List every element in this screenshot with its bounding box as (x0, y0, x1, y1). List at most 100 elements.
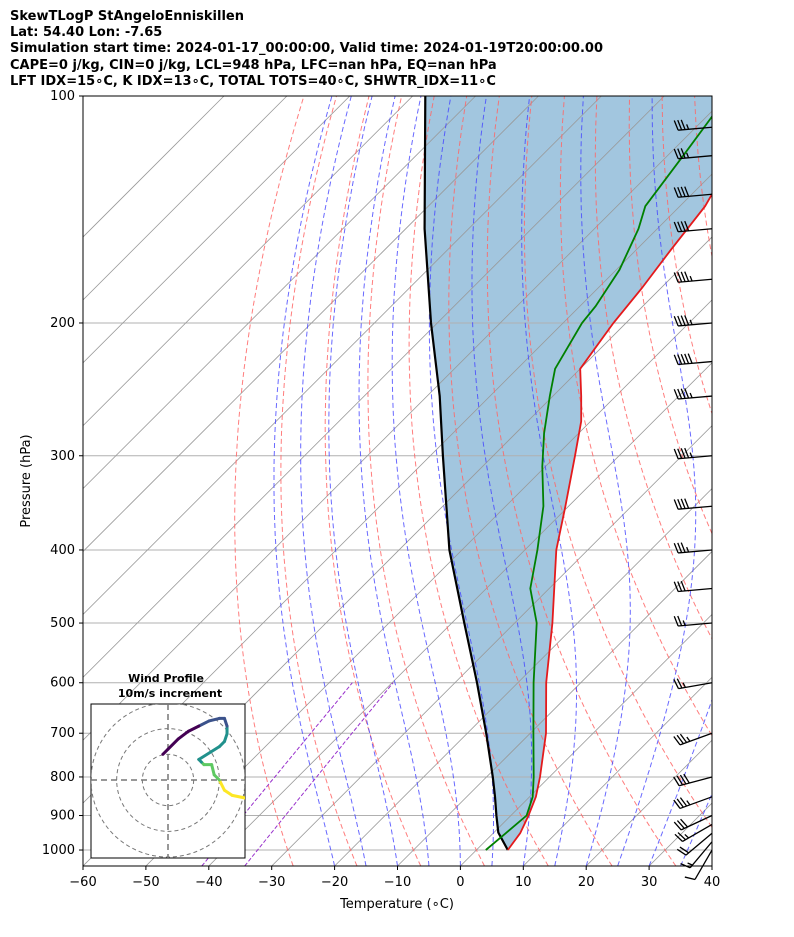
wind-barb-half-flag (689, 319, 693, 325)
hodograph-trace-segment (210, 763, 216, 777)
wind-barb-staff (678, 505, 713, 510)
wind-barb-flag (680, 542, 686, 553)
y-tick-label: 700 (50, 726, 75, 741)
y-tick-label: 100 (50, 89, 75, 104)
wind-barb-staff (678, 322, 713, 327)
wind-barb-staff (678, 126, 713, 131)
y-tick-label: 600 (50, 676, 75, 691)
wind-barb-flag (680, 119, 686, 130)
wind-barb-flag (677, 271, 683, 283)
wind-barb-flag (684, 315, 690, 326)
moist-adiabat-line (328, 96, 398, 866)
dry-adiabat-line (594, 96, 712, 640)
wind-barb-staff (679, 796, 713, 810)
wind-barb (673, 388, 713, 400)
wind-barb-flag (679, 774, 687, 785)
wind-barb-flag (680, 580, 686, 592)
wind-barb-flag (677, 388, 683, 399)
dry-adiabat-line (523, 96, 712, 829)
hodograph-trace-segment (222, 788, 234, 797)
wind-barb-flag (673, 821, 682, 831)
moist-adiabat-line (580, 96, 631, 866)
dry-adiabat-line (694, 96, 712, 259)
isotherm-line (334, 488, 712, 866)
hodograph-subtitle: 10m/s increment (118, 687, 222, 700)
hodograph-title: Wind Profile (128, 672, 204, 685)
isotherm-line (271, 425, 712, 866)
wind-barb-flag (673, 799, 681, 809)
cin-shaded-area (424, 96, 712, 850)
wind-barb (673, 315, 713, 327)
isotherm-line (83, 96, 602, 615)
hodograph-trace-segment (176, 729, 191, 741)
hodograph-trace-segment (166, 737, 180, 751)
wind-barb-flag (680, 818, 689, 828)
wind-barb-flag (680, 388, 686, 399)
wind-barb-flag (684, 271, 690, 282)
wind-barb-flag (673, 616, 679, 627)
wind-barb-flag (673, 581, 679, 592)
wind-barb-half-flag (687, 862, 693, 866)
dry-adiabat-line (408, 96, 549, 866)
wind-barb (673, 271, 713, 283)
wind-barb-flag (687, 353, 693, 364)
wind-barb-half-flag (686, 736, 691, 742)
wind-barb-flag (673, 448, 679, 459)
wind-barb-staff (679, 732, 713, 746)
x-tick-label: −20 (321, 875, 348, 890)
dry-adiabat-line (234, 96, 305, 866)
wind-barb-staff (678, 455, 713, 460)
isotherm-line (145, 299, 712, 866)
y-tick-label: 800 (50, 770, 75, 785)
wind-barb-flag (673, 679, 680, 689)
x-tick-label: −40 (195, 875, 222, 890)
hodograph-trace-segment (258, 801, 271, 806)
wind-barb-flag (677, 221, 683, 232)
wind-barb-staff (678, 360, 713, 366)
wind-barb (673, 796, 713, 810)
temperature-line (507, 192, 712, 851)
moist-adiabat-line (358, 96, 430, 866)
moist-adiabat-line (391, 96, 461, 866)
wind-barb-flag (673, 316, 679, 327)
wind-barb-staff (678, 549, 713, 554)
wind-barb-flag (684, 353, 690, 364)
wind-barb-flag (677, 315, 683, 326)
x-tick-label: −50 (132, 875, 159, 890)
wind-barb-staff (689, 841, 713, 869)
wind-barb-half-flag (689, 452, 693, 458)
wind-barb-half-flag (689, 275, 693, 282)
wind-barb-flag (684, 498, 690, 509)
chart-title-line-5: LFT IDX=15∘C, K IDX=13∘C, TOTAL TOTS=40∘… (10, 74, 496, 89)
moist-adiabat-line (521, 96, 577, 866)
wind-barb (673, 148, 713, 160)
wind-barb-flag (680, 271, 686, 282)
moist-adiabat-line (617, 96, 697, 866)
wind-barb-half-flag (689, 392, 693, 399)
dry-adiabat-line (727, 96, 794, 866)
wind-barb-half-flag (686, 800, 691, 806)
wind-barb-half-flag (684, 833, 690, 839)
wind-barb-flag (673, 148, 679, 159)
isotherm-line (397, 550, 712, 866)
x-tick-label: −10 (384, 875, 411, 890)
wind-barb-flag (677, 148, 683, 159)
hodograph-trace-segment (161, 747, 170, 756)
wind-barb-staff (678, 228, 713, 233)
wind-barb-staff (678, 155, 713, 160)
wind-barb-flag (680, 315, 686, 326)
hodograph-trace-segment (197, 719, 211, 728)
wind-barb-flag (680, 353, 686, 365)
wind-barb-flag (677, 832, 687, 841)
moist-adiabat-line (428, 96, 494, 866)
wind-barb (673, 814, 713, 831)
wind-barb-flag (673, 776, 680, 787)
dry-adiabat-line (448, 96, 613, 866)
chart-title-line-2: Lat: 54.40 Lon: -7.65 (10, 25, 163, 40)
chart-title-line-1: SkewTLogP StAngeloEnniskillen (10, 9, 244, 24)
wind-barb-flag (677, 186, 683, 198)
y-tick-label: 200 (50, 316, 75, 331)
wind-barb-staff (680, 814, 713, 831)
wind-barb (673, 615, 713, 627)
wind-barb-flag (677, 354, 683, 365)
